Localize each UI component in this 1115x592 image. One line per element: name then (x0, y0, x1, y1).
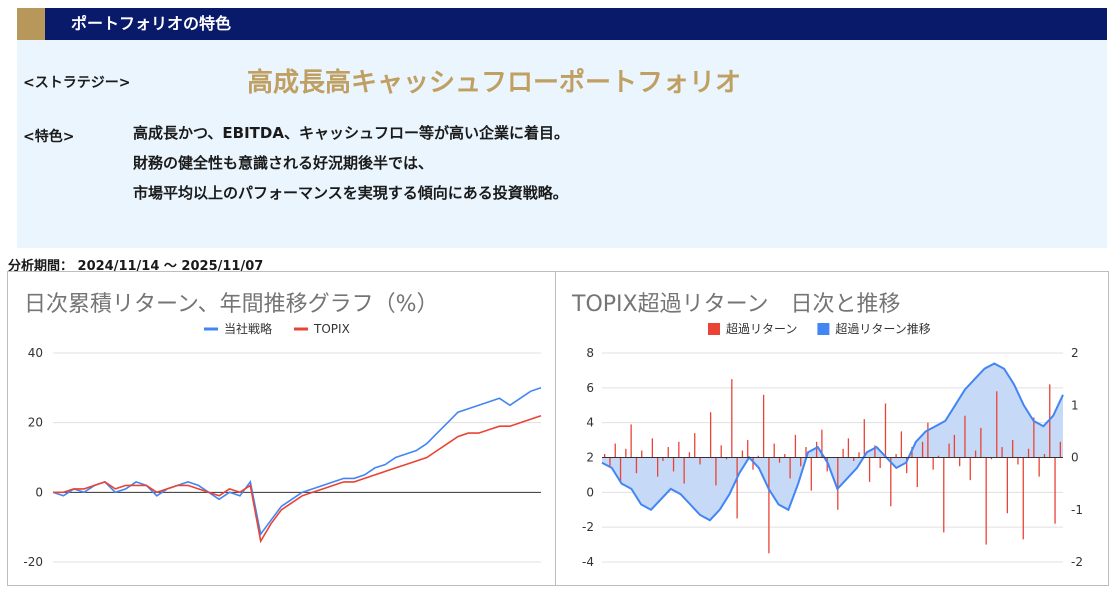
legend-label: TOPIX (313, 322, 350, 336)
page-title: ポートフォリオの特色 (71, 14, 232, 33)
legend-swatch (708, 323, 720, 335)
excess-return-chart: 8 6 4 2 0 -2 -4 2 1 0 -1 -2 超過リターン 超過リターン推移 (582, 321, 1083, 569)
y-tick-label: 20 (28, 416, 43, 430)
y-tick-label: 6 (586, 381, 594, 395)
feature-label: <特色> (23, 129, 75, 145)
chart-title: 日次累積リターン、年間推移グラフ（%） (24, 292, 439, 317)
y-tick-label: 40 (28, 346, 43, 360)
cumulative-return-chart: 40 20 0 -20 当社戦略 TOPIX (23, 321, 542, 569)
y-tick-label: -2 (582, 520, 594, 534)
series-line (52, 387, 542, 537)
title-accent (17, 8, 45, 40)
legend-label: 当社戦略 (224, 321, 272, 336)
feature-line: 高成長かつ、EBITDA、キャッシュフロー等が高い企業に着目。 (133, 124, 569, 142)
y2-tick-label: -2 (1071, 555, 1083, 569)
analysis-period: 分析期間： 2024/11/14 〜 2025/11/07 (8, 259, 264, 274)
portfolio-info-box: ポートフォリオの特色 <ストラテジー> 高成長高キャッシュフローポートフォリオ … (17, 8, 1107, 248)
y2-tick-label: -1 (1071, 503, 1083, 517)
strategy-label: <ストラテジー> (23, 75, 131, 91)
strategy-name: 高成長高キャッシュフローポートフォリオ (247, 68, 742, 98)
feature-line: 市場平均以上のパフォーマンスを実現する傾向にある投資戦略。 (133, 184, 568, 202)
feature-line: 財務の健全性も意識される好況期後半では、 (133, 154, 434, 172)
y2-tick-label: 2 (1071, 346, 1079, 360)
y-tick-label: 0 (586, 485, 594, 499)
area-line (601, 362, 1064, 522)
y-tick-label: -4 (582, 555, 594, 569)
y2-tick-label: 1 (1071, 398, 1079, 412)
feature-lines: 高成長かつ、EBITDA、キャッシュフロー等が高い企業に着目。 財務の健全性も意… (133, 122, 569, 212)
excess-return-chart-panel: TOPIX超過リターン 日次と推移 8 6 4 2 0 -2 -4 2 1 0 -1 -2 超過リターン… (555, 271, 1109, 586)
legend-label: 超過リターン (726, 321, 797, 336)
area-fill (602, 363, 1063, 521)
legend-label: 超過リターン推移 (835, 321, 930, 336)
legend-swatch (817, 323, 830, 335)
series-line (53, 414, 542, 544)
y-tick-label: 4 (586, 416, 594, 430)
y-tick-label: 2 (586, 451, 594, 465)
y-tick-label: -20 (23, 555, 43, 569)
y2-tick-label: 0 (1071, 451, 1079, 465)
cumulative-return-chart-panel: 日次累積リターン、年間推移グラフ（%） 40 20 0 -20 当社戦略 TOPIX (7, 271, 557, 586)
y-tick-label: 0 (35, 485, 43, 499)
chart-title: TOPIX超過リターン 日次と推移 (572, 292, 901, 317)
title-bar: ポートフォリオの特色 (17, 8, 1107, 40)
y-tick-label: 8 (586, 346, 594, 360)
